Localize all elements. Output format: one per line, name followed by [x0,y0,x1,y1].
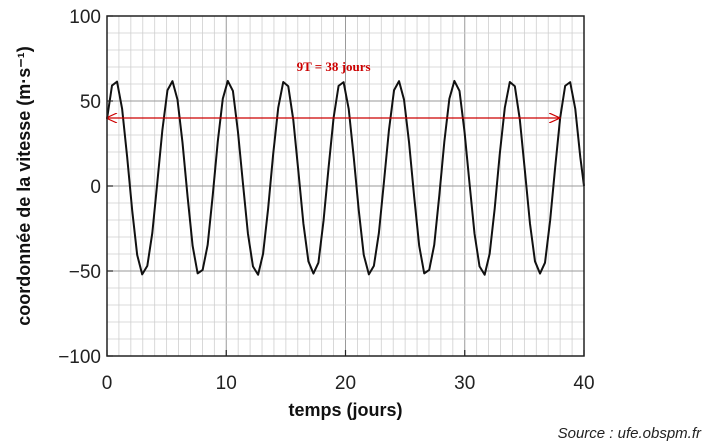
annotation-layer: 9T = 38 jours [107,59,560,118]
x-tick-label: 10 [216,373,237,394]
x-tick-label: 30 [454,373,475,394]
y-tick-label: 50 [80,92,101,113]
y-tick-label: −100 [58,347,101,368]
y-tick-label: 0 [90,177,101,198]
y-tick-label: −50 [69,262,101,283]
x-tick-label: 20 [335,373,356,394]
y-tick-label: 100 [69,7,101,28]
x-tick-label: 0 [102,373,113,394]
grid [106,15,585,357]
x-tick-label: 40 [573,373,594,394]
period-annotation: 9T = 38 jours [297,59,371,74]
source-credit: Source : ufe.obspm.fr [557,425,701,442]
series-line [106,79,585,276]
y-axis-title: coordonnée de la vitesse (m·s⁻¹) [14,46,34,326]
x-axis-title: temps (jours) [288,400,402,420]
axis-ticks: 0 10 20 30 40 100 50 0 −50 −100 [58,7,594,394]
series-layer [106,79,585,276]
